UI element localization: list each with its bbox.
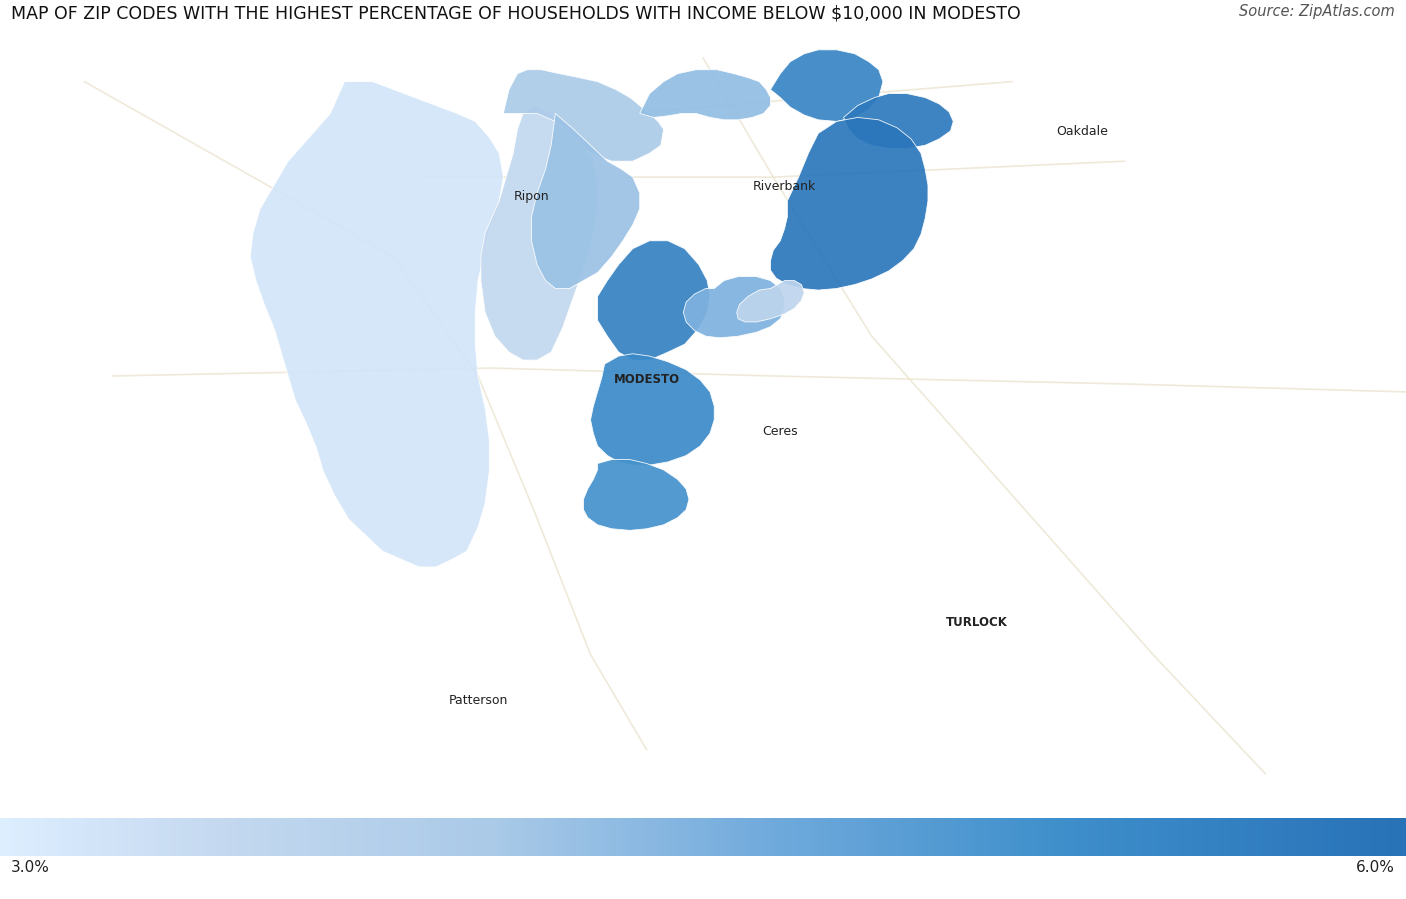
- Polygon shape: [598, 241, 710, 360]
- Text: MAP OF ZIP CODES WITH THE HIGHEST PERCENTAGE OF HOUSEHOLDS WITH INCOME BELOW $10: MAP OF ZIP CODES WITH THE HIGHEST PERCEN…: [11, 4, 1021, 22]
- Text: Ripon: Ripon: [513, 191, 550, 203]
- Polygon shape: [250, 82, 503, 567]
- Polygon shape: [844, 93, 953, 148]
- Polygon shape: [503, 70, 664, 161]
- Polygon shape: [591, 353, 714, 465]
- Polygon shape: [640, 70, 770, 120]
- Text: TURLOCK: TURLOCK: [946, 616, 1008, 629]
- Text: Riverbank: Riverbank: [754, 180, 815, 193]
- Text: Patterson: Patterson: [449, 694, 508, 708]
- Polygon shape: [770, 118, 928, 290]
- Polygon shape: [737, 280, 804, 322]
- Text: MODESTO: MODESTO: [613, 373, 681, 387]
- Text: Oakdale: Oakdale: [1057, 125, 1108, 138]
- Text: Source: ZipAtlas.com: Source: ZipAtlas.com: [1239, 4, 1395, 20]
- Polygon shape: [770, 49, 883, 121]
- Polygon shape: [683, 277, 785, 338]
- Text: 3.0%: 3.0%: [11, 860, 51, 876]
- Polygon shape: [583, 459, 689, 530]
- Text: 6.0%: 6.0%: [1355, 860, 1395, 876]
- Polygon shape: [481, 105, 598, 360]
- Polygon shape: [531, 113, 640, 289]
- Text: Ceres: Ceres: [762, 425, 799, 438]
